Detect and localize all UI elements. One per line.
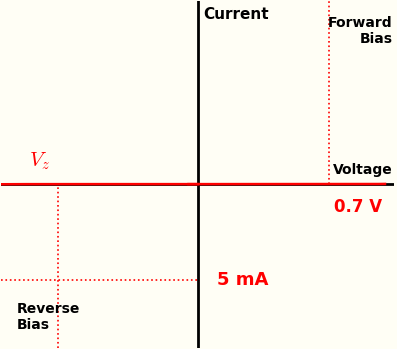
Text: Reverse
Bias: Reverse Bias [17,302,81,332]
Text: Forward
Bias: Forward Bias [328,16,392,46]
Text: 5 mA: 5 mA [217,271,268,289]
Text: $V_z$: $V_z$ [29,150,50,172]
Text: Voltage: Voltage [333,163,392,177]
Text: 0.7 V: 0.7 V [335,198,383,216]
Text: Current: Current [204,7,269,22]
